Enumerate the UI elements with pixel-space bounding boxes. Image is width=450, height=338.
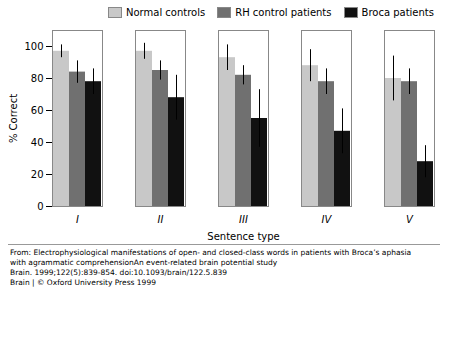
svg-text:0: 0 (37, 201, 43, 212)
html-text:Normal controls: Normal controls (126, 6, 206, 18)
svg-text:I: I (76, 214, 79, 225)
html-text:From: Electrophysiological man: From: Electrophysiological manifestation… (10, 248, 412, 257)
svg-text:80: 80 (31, 73, 44, 84)
html-text:Brain. 1999;122(5):839-854. do: Brain. 1999;122(5):839-854. doi:10.1093/… (10, 268, 228, 277)
svg-text:100: 100 (24, 41, 43, 52)
html-text:Broca patients: Broca patients (361, 6, 434, 18)
svg-text:V: V (406, 214, 414, 225)
svg-text:IV: IV (322, 214, 333, 225)
html-text:Brain | © Oxford University Pr: Brain | © Oxford University Press 1999 (10, 278, 156, 287)
svg-text:II: II (158, 214, 164, 225)
svg-text:III: III (239, 214, 248, 225)
svg-text:60: 60 (31, 105, 44, 116)
svg-text:Sentence type: Sentence type (207, 231, 279, 242)
svg-text:40: 40 (31, 137, 44, 148)
svg-text:% Correct: % Correct (8, 94, 19, 143)
html-text:RH control patients: RH control patients (235, 6, 332, 18)
html-text:with agrammatic comprehensionA: with agrammatic comprehensionAn event-re… (10, 258, 278, 267)
svg-text:20: 20 (31, 169, 44, 180)
